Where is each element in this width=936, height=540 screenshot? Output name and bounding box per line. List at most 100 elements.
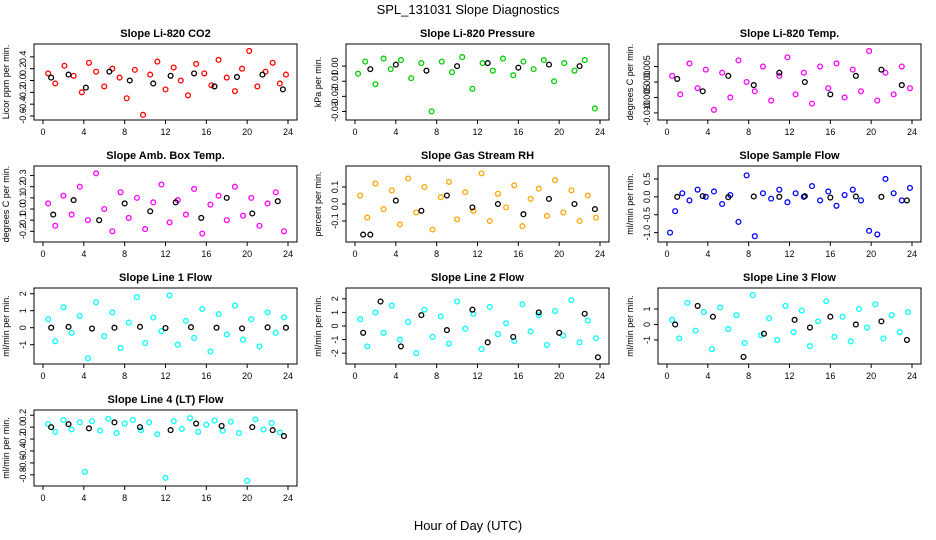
data-point xyxy=(418,60,425,67)
data-point xyxy=(93,299,100,306)
data-point xyxy=(699,88,706,95)
data-point xyxy=(677,91,684,98)
data-point xyxy=(191,185,198,193)
data-point xyxy=(397,343,404,350)
y-axis-label: kPa per min. xyxy=(313,57,323,108)
data-point xyxy=(694,302,701,309)
data-point xyxy=(76,312,83,319)
data-point xyxy=(896,329,903,336)
plot-frame xyxy=(657,287,922,365)
data-point xyxy=(269,427,276,434)
data-point xyxy=(484,60,491,67)
data-point xyxy=(264,324,271,331)
data-point xyxy=(279,86,286,93)
data-point xyxy=(154,431,161,438)
data-point xyxy=(166,292,173,299)
y-axis-label: ml/min per min. xyxy=(625,173,635,235)
data-point xyxy=(827,91,834,98)
data-point xyxy=(413,209,420,216)
data-point xyxy=(170,64,177,71)
data-point xyxy=(759,63,767,70)
x-tick-label: 16 xyxy=(201,249,211,259)
y-tick-label: -0.1 xyxy=(18,212,28,228)
data-point xyxy=(421,183,428,191)
data-point xyxy=(676,335,683,342)
data-point xyxy=(88,325,96,332)
data-point xyxy=(841,192,848,199)
data-point xyxy=(694,186,701,193)
data-point xyxy=(60,304,67,311)
data-point xyxy=(882,175,889,182)
y-tick-label: -1 xyxy=(18,341,28,349)
y-tick-label: -0.6 xyxy=(18,108,28,124)
data-point xyxy=(817,197,824,204)
data-point xyxy=(260,426,267,433)
data-point xyxy=(177,77,184,84)
data-point xyxy=(240,336,247,343)
x-tick-label: 12 xyxy=(160,249,170,259)
y-tick-label: 0.3 xyxy=(18,169,28,182)
data-point xyxy=(478,170,485,177)
data-point xyxy=(150,80,157,87)
data-point xyxy=(855,305,862,313)
data-point xyxy=(827,313,834,320)
x-tick-label: 12 xyxy=(160,127,170,137)
data-point xyxy=(199,230,206,237)
data-point xyxy=(847,338,854,345)
data-point xyxy=(357,316,364,323)
data-point xyxy=(735,218,742,225)
data-point xyxy=(874,231,881,238)
data-point xyxy=(445,340,452,347)
y-tick-label: -2 xyxy=(330,349,340,357)
data-point xyxy=(760,330,768,337)
data-point xyxy=(552,307,559,315)
y-tick-label: 0 xyxy=(330,323,340,328)
chart-panel: Slope Sample Flow ml/min per min. 0 4 8 12 16 2… xyxy=(625,150,922,259)
y-tick-label: -0.010 xyxy=(642,100,652,126)
data-point xyxy=(699,193,706,200)
y-tick-label: 2 xyxy=(18,291,28,296)
data-point xyxy=(193,420,200,427)
data-point xyxy=(392,197,399,204)
data-point xyxy=(791,316,798,323)
y-axis-label: ml/min per min. xyxy=(625,295,635,357)
data-point xyxy=(459,54,466,61)
data-point xyxy=(93,170,100,177)
data-point xyxy=(503,320,510,327)
data-point xyxy=(372,81,379,88)
data-point xyxy=(215,192,222,199)
figure-x-axis-label: Hour of Day (UTC) xyxy=(413,518,523,533)
data-point xyxy=(136,323,144,330)
data-point xyxy=(272,189,279,196)
data-point xyxy=(50,211,57,218)
chart-panel: Slope Amb. Box Temp. degrees C per min. 0 4… xyxy=(1,150,298,259)
data-point xyxy=(494,331,501,338)
x-tick-label: 0 xyxy=(352,249,357,259)
data-point xyxy=(571,200,578,208)
x-tick-label: 8 xyxy=(746,371,751,381)
y-tick-label: -1 xyxy=(642,336,652,344)
data-point xyxy=(890,91,897,98)
data-point xyxy=(556,329,563,336)
data-point xyxy=(561,60,568,67)
y-tick-label: 0 xyxy=(18,325,28,330)
data-point xyxy=(776,69,783,76)
data-point xyxy=(443,327,450,334)
data-point xyxy=(380,206,387,213)
data-point xyxy=(166,219,173,226)
x-tick-label: 16 xyxy=(825,127,835,137)
y-tick-label: 0.1 xyxy=(18,192,28,205)
x-tick-label: 8 xyxy=(746,249,751,259)
data-point xyxy=(750,193,757,200)
data-point xyxy=(76,183,83,190)
data-point xyxy=(268,419,275,426)
data-point xyxy=(849,66,856,73)
data-point xyxy=(878,66,885,73)
x-tick-label: 24 xyxy=(283,371,293,381)
data-point xyxy=(109,309,116,316)
x-tick-label: 12 xyxy=(472,249,482,259)
y-axis-label: ml/min per min. xyxy=(1,417,11,479)
data-point xyxy=(167,427,174,434)
data-point xyxy=(469,306,476,313)
x-tick-label: 0 xyxy=(40,127,45,137)
